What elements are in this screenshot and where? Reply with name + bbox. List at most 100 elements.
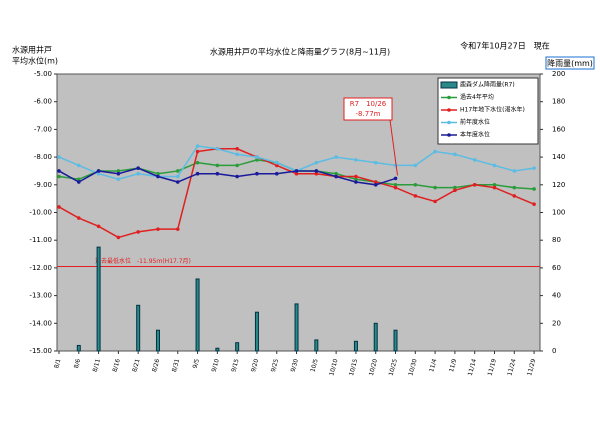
point <box>116 169 121 173</box>
point <box>76 177 81 182</box>
point <box>156 171 160 176</box>
y2-tick-label: 20 <box>552 319 561 327</box>
point <box>453 185 457 190</box>
legend-marker <box>447 95 451 100</box>
x-tick-label: 8/26 <box>151 358 161 373</box>
rain-bar <box>136 304 141 352</box>
point <box>274 160 279 165</box>
y2-tick-label: 160 <box>552 125 565 133</box>
point <box>235 174 239 179</box>
point <box>156 174 160 179</box>
point <box>195 149 200 154</box>
y-tick-label: -12.00 <box>29 264 52 272</box>
point <box>532 202 536 206</box>
point <box>195 160 200 165</box>
point <box>215 146 220 151</box>
x-tick-label: 8/16 <box>112 358 122 373</box>
series-line <box>58 167 396 186</box>
rain-bar <box>353 340 358 352</box>
point <box>453 152 457 157</box>
point <box>453 188 457 193</box>
x-tick-label: 8/21 <box>131 358 141 373</box>
point <box>314 171 319 176</box>
point <box>373 183 378 187</box>
point <box>175 174 180 179</box>
point <box>195 144 200 148</box>
x-tick-label: 11/24 <box>506 358 517 377</box>
legend-label: 本年度水位 <box>460 131 490 139</box>
x-tick-label: 10/30 <box>407 358 418 377</box>
point <box>373 180 378 184</box>
point <box>512 194 517 198</box>
rain-bar <box>76 344 81 352</box>
x-tick-label: 9/25 <box>270 358 280 373</box>
point <box>532 187 536 191</box>
rain-bar <box>254 311 259 352</box>
chart-title: 水源用井戸の平均水位と降雨量グラフ(8月~11月) <box>210 47 390 57</box>
y-tick-label: -10.00 <box>29 209 52 217</box>
y2-axis-label: 降雨量(mm) <box>547 58 593 68</box>
point <box>255 171 259 176</box>
rain-bar <box>96 246 101 352</box>
legend-box <box>437 77 539 145</box>
point <box>175 227 180 231</box>
y2-tick-label: 180 <box>552 98 565 106</box>
point <box>413 194 418 198</box>
y-tick-label: -13.00 <box>29 292 52 300</box>
legend-marker <box>447 120 451 125</box>
x-tick-label: 11/14 <box>467 358 478 377</box>
point <box>354 177 358 182</box>
point <box>354 174 358 179</box>
point <box>57 174 61 179</box>
y-tick-label: -6.00 <box>34 98 52 106</box>
point <box>532 166 536 170</box>
point <box>334 171 338 176</box>
x-tick-label: 8/31 <box>171 358 181 373</box>
point <box>235 146 239 151</box>
point <box>255 155 259 159</box>
x-tick-label: 9/15 <box>230 358 240 373</box>
point <box>393 176 398 181</box>
point <box>57 169 61 173</box>
point <box>512 185 517 190</box>
x-tick-label: 11/9 <box>448 358 458 373</box>
point <box>215 171 220 176</box>
point <box>57 205 61 209</box>
legend-marker <box>447 133 451 137</box>
x-tick-label: 10/10 <box>328 358 339 377</box>
point <box>235 152 239 157</box>
point <box>235 163 239 168</box>
reference-label: 過去最低水位 -11.95ｍ(H17.7月) <box>95 257 191 265</box>
x-tick-label: 10/5 <box>309 358 319 373</box>
x-tick-label: 11/19 <box>487 358 498 377</box>
y-tick-label: -9.00 <box>34 181 52 189</box>
point <box>136 171 140 176</box>
annotation-text: -8.77m <box>356 110 381 118</box>
legend-label: 前年度水位 <box>460 118 490 126</box>
point <box>96 224 101 229</box>
y-tick-label: -14.00 <box>29 319 52 327</box>
point <box>136 230 140 234</box>
rain-bar <box>215 347 220 352</box>
y2-tick-label: 0 <box>552 347 556 355</box>
point <box>57 155 61 159</box>
point <box>433 199 437 204</box>
y2-label-box <box>545 56 595 70</box>
x-tick-label: 8/11 <box>92 358 102 373</box>
y-tick-label: -7.00 <box>34 125 52 133</box>
x-tick-label: 9/5 <box>192 358 201 369</box>
rain-bar <box>393 329 398 352</box>
point <box>354 180 358 184</box>
y2-tick-label: 200 <box>552 70 565 78</box>
y-axis-label: 水源用井戸 <box>12 45 52 55</box>
annotation-text: R7 10/26 <box>350 100 387 108</box>
y-tick-label: -5.00 <box>34 70 52 78</box>
x-tick-label: 10/20 <box>368 358 379 377</box>
point <box>255 158 259 162</box>
rain-bar <box>195 278 200 352</box>
x-tick-label: 9/20 <box>250 358 260 373</box>
point <box>76 216 81 220</box>
point <box>393 185 398 190</box>
